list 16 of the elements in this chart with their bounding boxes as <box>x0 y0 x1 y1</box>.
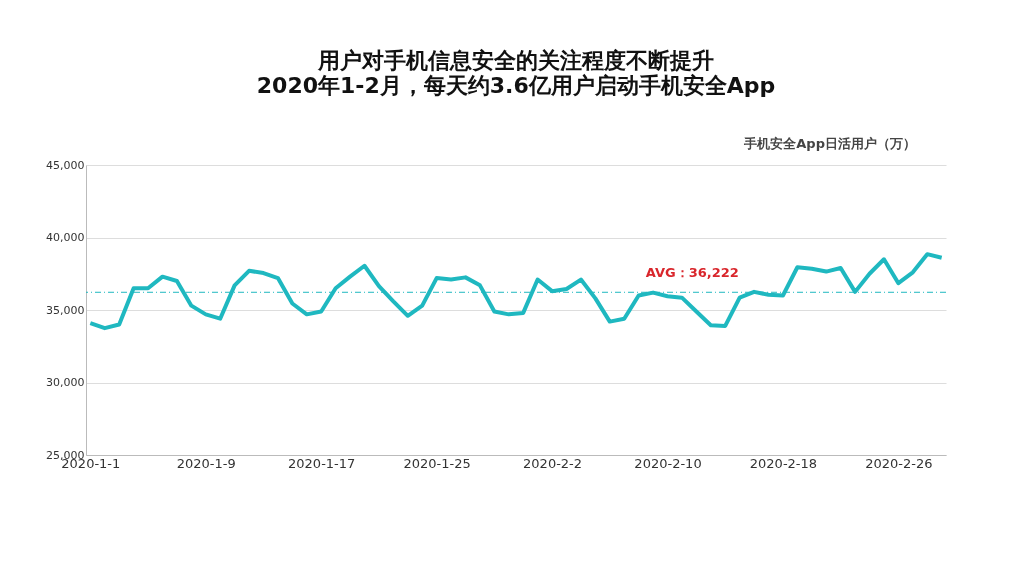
chart-title: 用户对手机信息安全的关注程度不断提升 <box>317 48 714 73</box>
chart-subtitle: 2020年1-2月，每天约3.6亿用户启动手机安全App <box>256 73 776 98</box>
y-tick-label: 45,000 <box>46 158 85 172</box>
x-tick-label: 2020-2-10 <box>634 455 702 471</box>
y-tick-label: 30,000 <box>46 376 85 389</box>
y-axis-title: 手机安全App日活用户（万） <box>743 136 916 151</box>
x-tick-label: 2020-1-17 <box>288 455 356 471</box>
y-tick-label: 40,000 <box>46 231 85 244</box>
x-tick-label: 2020-2-2 <box>523 455 583 471</box>
y-tick-label: 35,000 <box>46 303 85 317</box>
x-tick-label: 2020-1-9 <box>176 455 236 471</box>
x-tick-label: 2020-2-18 <box>749 455 818 471</box>
ref-line-label: AVG：36,222 <box>645 265 739 281</box>
x-tick-label: 2020-1-25 <box>403 455 471 471</box>
line-series <box>88 252 944 331</box>
x-tick-label: 2020-2-26 <box>865 455 933 471</box>
